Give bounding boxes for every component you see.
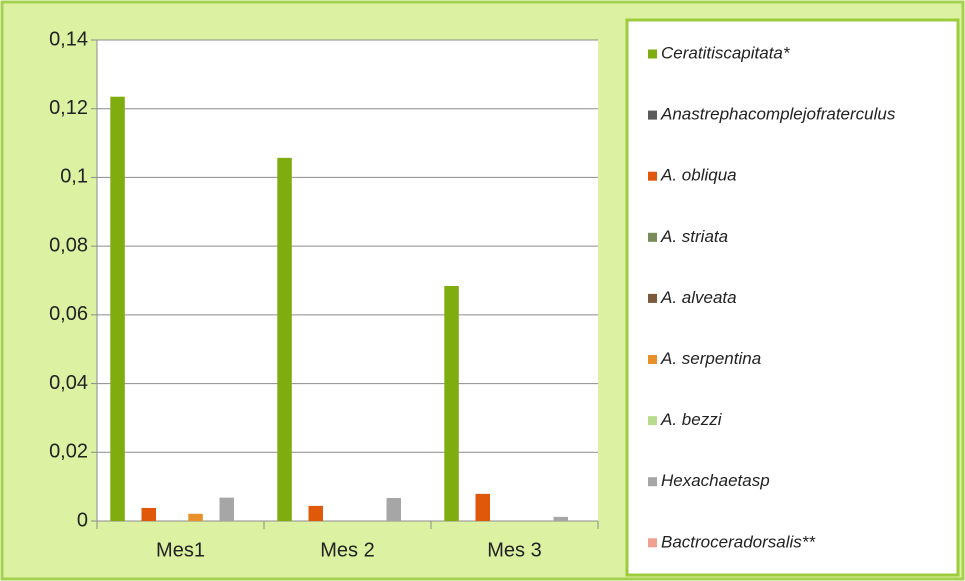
legend-swatch (648, 232, 657, 242)
y-tick-label: 0,08 (49, 234, 88, 256)
bar (475, 493, 490, 521)
y-tick-label: 0,1 (60, 166, 88, 188)
bar (308, 505, 323, 521)
legend-swatch (648, 110, 657, 120)
x-tick-label: Mes 2 (320, 539, 374, 561)
bar (219, 497, 234, 521)
legend-label: A. bezzi (660, 410, 723, 429)
y-tick-label: 0,02 (49, 441, 88, 463)
plot-area (97, 40, 598, 521)
bar (141, 507, 156, 521)
legend-label: A. obliqua (660, 166, 737, 185)
y-tick-label: 0 (77, 509, 88, 531)
y-tick-label: 0,06 (49, 303, 88, 325)
bar (277, 157, 292, 521)
legend-label: Bactroceradorsalis** (661, 532, 816, 551)
bar (444, 285, 459, 521)
legend-swatch (648, 416, 657, 426)
legend-label: Anastrephacomplejofraterculus (660, 105, 896, 124)
legend-swatch (648, 293, 657, 303)
legend-label: A. serpentina (660, 349, 761, 368)
bar (110, 96, 125, 522)
legend-label: Hexachaetasp (661, 471, 770, 490)
x-tick-label: Mes1 (156, 539, 205, 561)
legend-box (625, 18, 960, 577)
legend-swatch (648, 477, 657, 487)
legend-label: Ceratitiscapitata* (661, 43, 791, 62)
bar (188, 513, 203, 521)
legend-swatch (648, 171, 657, 181)
legend-label: A. striata (660, 227, 728, 246)
legend-swatch (648, 355, 657, 364)
legend-swatch (648, 49, 657, 59)
bar (386, 497, 401, 521)
y-tick-label: 0,04 (49, 372, 88, 394)
y-tick-label: 0,14 (49, 28, 88, 50)
x-tick-label: Mes 3 (487, 539, 541, 561)
bar (553, 516, 568, 521)
legend-label: A. alveata (660, 288, 737, 307)
y-tick-label: 0,12 (49, 97, 88, 119)
legend-swatch (648, 538, 657, 548)
